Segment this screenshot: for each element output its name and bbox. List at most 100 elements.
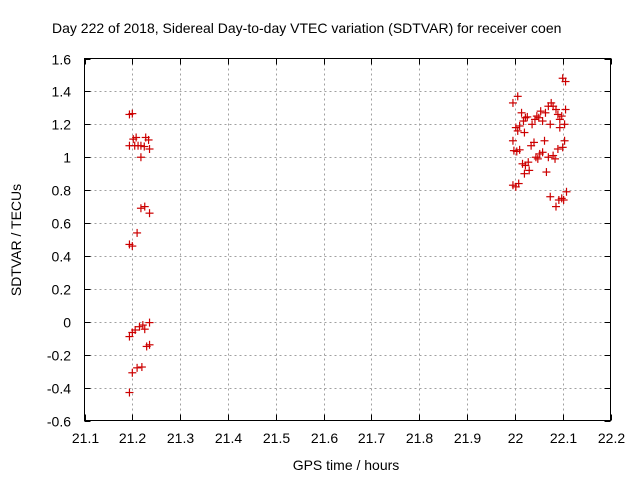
data-point [549,151,558,160]
data-point [546,120,555,129]
data-point [559,196,568,205]
data-point [538,148,547,157]
data-point [558,143,567,152]
y-tick-label: 0.4 [52,249,72,265]
x-tick-labels: 21.1 21.2 21.3 21.4 21.5 21.6 21.7 21.8 21.9 22 22… [72,430,625,446]
data-point [140,142,149,151]
data-point [145,340,154,349]
data-point [525,166,534,175]
y-tick-label: 1.2 [52,117,72,133]
data-point [553,110,562,119]
data-point [520,169,529,178]
data-point [145,209,154,218]
y-tick-labels: -0.6 -0.4 -0.2 0 0.2 0.4 0.6 0.8 1 1.2 1.4 1.6 [47,52,71,430]
chart-title: Day 222 of 2018, Sidereal Day-to-day VTE… [52,20,561,36]
data-point [514,179,523,188]
data-point [519,117,528,126]
data-point [145,145,154,153]
x-tick-label: 21.2 [119,430,146,446]
data-point [140,325,149,334]
data-point [125,332,134,341]
data-point [513,126,522,135]
data-point [524,158,533,167]
data-point [532,112,541,121]
x-tick-label: 21.4 [215,430,242,446]
data-point [140,202,149,211]
data-points [125,74,571,397]
data-point [538,117,547,126]
data-point [551,105,560,114]
y-tick-label: 0.8 [52,183,72,199]
data-point [555,123,564,132]
data-point [520,128,529,137]
data-point [138,321,147,330]
x-tick-label: 21.6 [311,430,338,446]
data-point [553,145,562,153]
data-point [128,242,137,251]
data-point [561,105,570,114]
x-tick-label: 22.2 [598,430,625,446]
data-point [523,112,532,121]
data-point [136,153,145,162]
data-point [521,113,530,122]
data-point [530,115,539,124]
x-tick-label: 21.3 [167,430,194,446]
data-point [544,153,553,162]
y-tick-label: -0.6 [47,414,71,430]
data-point [128,368,137,377]
data-point [546,192,555,201]
x-tick-label: 21.7 [358,430,385,446]
data-point [547,98,556,107]
data-point [531,153,540,162]
data-point [557,112,566,121]
y-tick-label: 1.6 [52,52,72,68]
data-point [133,228,142,237]
data-point [541,108,550,117]
data-point [132,133,141,142]
plot-frame [84,58,611,421]
x-tick-label: 22.1 [550,430,577,446]
data-point [125,388,134,397]
x-tick-label: 22 [508,430,524,446]
data-point [551,154,560,163]
data-point [508,98,517,107]
data-point [513,92,522,101]
data-point [515,121,524,130]
data-point [561,77,570,86]
data-point [529,138,538,147]
x-tick-label: 21.5 [263,430,290,446]
data-point [133,363,142,372]
data-point [128,328,137,337]
data-point [511,123,520,132]
x-axis-label: GPS time / hours [293,457,400,473]
data-point [528,120,537,129]
data-point [137,363,146,372]
grid [84,58,611,421]
x-tick-label: 21.9 [454,430,481,446]
y-tick-label: 0.6 [52,216,72,232]
data-point [136,141,145,150]
data-point [128,109,137,118]
data-point [533,154,542,163]
data-point [515,145,524,154]
y-tick-label: 1 [63,150,71,166]
data-point [536,107,545,116]
data-point [555,115,564,124]
data-point [540,136,549,145]
data-point [551,202,560,211]
data-point [135,322,144,331]
data-point [144,135,153,144]
x-tick-label: 21.1 [72,430,99,446]
data-point [562,187,571,196]
axis-ticks [84,58,612,422]
y-axis-label: SDTVAR / TECUs [8,184,24,296]
y-tick-label: -0.2 [47,348,71,364]
data-point [534,113,543,122]
data-point [145,318,154,327]
data-point [560,120,569,129]
data-point [560,136,569,145]
data-point [136,204,145,213]
data-point [508,136,517,145]
data-point [542,168,551,177]
